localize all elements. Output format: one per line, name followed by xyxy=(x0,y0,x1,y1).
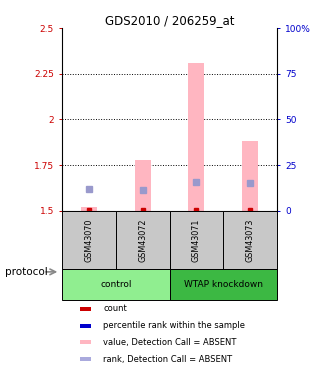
Text: count: count xyxy=(103,304,127,313)
Bar xyxy=(80,307,91,311)
Bar xyxy=(81,207,97,211)
Text: rank, Detection Call = ABSENT: rank, Detection Call = ABSENT xyxy=(103,355,232,364)
Bar xyxy=(62,211,116,269)
Bar xyxy=(135,159,151,211)
Text: GSM43072: GSM43072 xyxy=(138,218,147,262)
Text: GSM43073: GSM43073 xyxy=(245,218,254,261)
Bar xyxy=(170,211,223,269)
Text: protocol: protocol xyxy=(5,267,48,277)
Text: WTAP knockdown: WTAP knockdown xyxy=(184,280,263,289)
Bar xyxy=(80,324,91,328)
Title: GDS2010 / 206259_at: GDS2010 / 206259_at xyxy=(105,14,234,27)
Text: value, Detection Call = ABSENT: value, Detection Call = ABSENT xyxy=(103,338,236,347)
Bar xyxy=(170,269,277,300)
Bar xyxy=(188,63,204,211)
Text: GSM43071: GSM43071 xyxy=(192,218,201,261)
Bar xyxy=(223,211,277,269)
Bar xyxy=(242,141,258,211)
Bar xyxy=(80,357,91,361)
Bar xyxy=(116,211,170,269)
Text: percentile rank within the sample: percentile rank within the sample xyxy=(103,321,245,330)
Text: control: control xyxy=(100,280,132,289)
Bar xyxy=(62,269,170,300)
Text: GSM43070: GSM43070 xyxy=(85,218,94,261)
Bar xyxy=(80,340,91,345)
